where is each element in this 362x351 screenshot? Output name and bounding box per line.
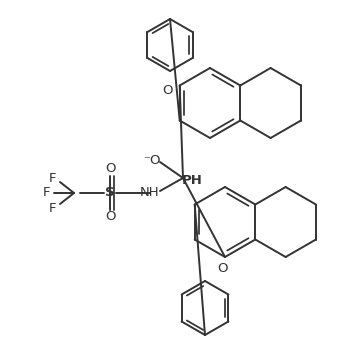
Text: NH: NH bbox=[140, 186, 160, 199]
Text: O: O bbox=[163, 84, 173, 97]
Text: F: F bbox=[42, 186, 50, 199]
Text: O: O bbox=[105, 163, 115, 176]
Text: PH: PH bbox=[182, 173, 202, 186]
Text: O: O bbox=[218, 263, 228, 276]
Text: S: S bbox=[105, 186, 115, 199]
Text: F: F bbox=[48, 172, 56, 185]
Text: ⁻O: ⁻O bbox=[143, 153, 161, 166]
Text: O: O bbox=[105, 211, 115, 224]
Text: F: F bbox=[48, 201, 56, 214]
